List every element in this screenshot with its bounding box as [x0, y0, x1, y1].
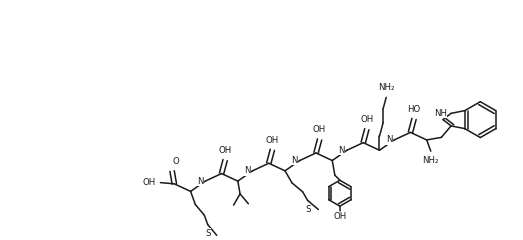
Text: S: S — [205, 228, 210, 238]
Text: O: O — [173, 157, 180, 166]
Text: N: N — [197, 177, 203, 186]
Text: HO: HO — [407, 105, 420, 114]
Text: N: N — [385, 135, 392, 144]
Text: OH: OH — [219, 146, 232, 155]
Text: N: N — [244, 166, 251, 175]
Text: OH: OH — [313, 126, 326, 134]
Text: NH₂: NH₂ — [423, 156, 439, 165]
Text: OH: OH — [266, 136, 279, 145]
Text: S: S — [305, 204, 311, 214]
Text: N: N — [291, 156, 298, 165]
Text: NH₂: NH₂ — [378, 83, 394, 92]
Text: OH: OH — [360, 115, 373, 124]
Text: NH: NH — [434, 109, 447, 118]
Text: N: N — [338, 146, 345, 155]
Text: OH: OH — [142, 178, 155, 187]
Text: OH: OH — [333, 212, 346, 221]
